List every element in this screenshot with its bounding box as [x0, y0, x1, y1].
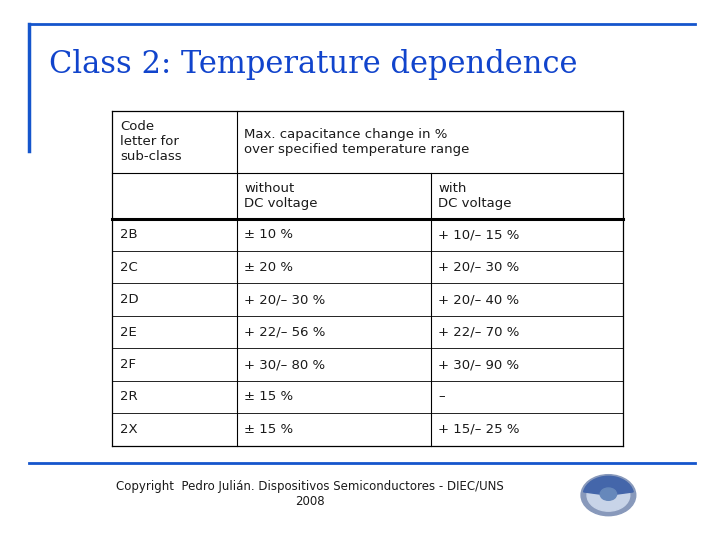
Text: + 20/– 30 %: + 20/– 30 % [244, 293, 325, 306]
Text: 2D: 2D [120, 293, 139, 306]
Circle shape [587, 479, 630, 511]
Text: Max. capacitance change in %
over specified temperature range: Max. capacitance change in % over specif… [244, 128, 469, 156]
Circle shape [581, 475, 636, 516]
Text: Copyright  Pedro Julián. Dispositivos Semiconductores - DIEC/UNS
2008: Copyright Pedro Julián. Dispositivos Sem… [116, 480, 503, 508]
Text: ± 15 %: ± 15 % [244, 423, 293, 436]
Text: + 30/– 80 %: + 30/– 80 % [244, 358, 325, 371]
Text: ± 15 %: ± 15 % [244, 390, 293, 403]
Text: 2B: 2B [120, 228, 138, 241]
Text: + 30/– 90 %: + 30/– 90 % [438, 358, 519, 371]
Text: Code
letter for
sub-class: Code letter for sub-class [120, 120, 182, 163]
Text: with
DC voltage: with DC voltage [438, 182, 512, 210]
Text: + 22/– 56 %: + 22/– 56 % [244, 326, 325, 339]
Text: 2C: 2C [120, 261, 138, 274]
Wedge shape [584, 476, 633, 495]
Text: ± 20 %: ± 20 % [244, 261, 293, 274]
Text: + 20/– 30 %: + 20/– 30 % [438, 261, 520, 274]
Text: without
DC voltage: without DC voltage [244, 182, 318, 210]
Text: + 20/– 40 %: + 20/– 40 % [438, 293, 519, 306]
Text: + 10/– 15 %: + 10/– 15 % [438, 228, 520, 241]
Text: ± 10 %: ± 10 % [244, 228, 293, 241]
Text: 2X: 2X [120, 423, 138, 436]
Text: –: – [438, 390, 445, 403]
Text: 2R: 2R [120, 390, 138, 403]
Text: + 15/– 25 %: + 15/– 25 % [438, 423, 520, 436]
Circle shape [600, 488, 616, 500]
Text: + 22/– 70 %: + 22/– 70 % [438, 326, 520, 339]
Text: 2F: 2F [120, 358, 136, 371]
Text: 2E: 2E [120, 326, 137, 339]
Text: Class 2: Temperature dependence: Class 2: Temperature dependence [49, 49, 577, 79]
